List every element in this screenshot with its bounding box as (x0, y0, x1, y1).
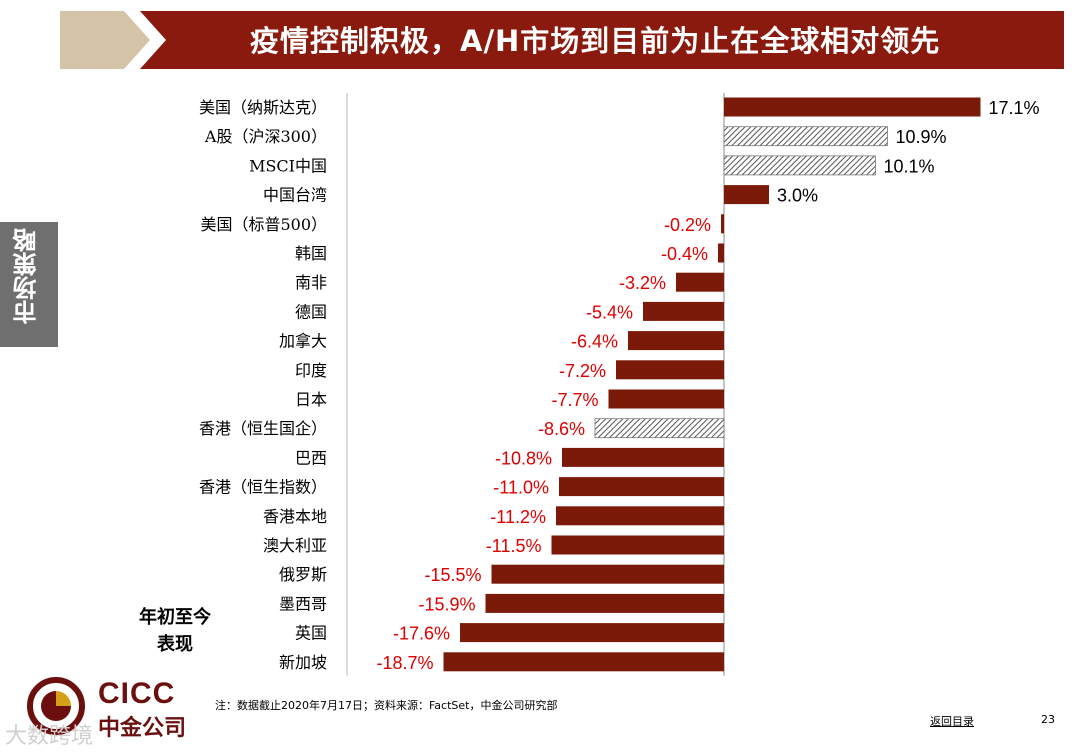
category-label: 中国台湾 (263, 186, 327, 205)
data-label: -3.2% (619, 273, 666, 293)
bar (460, 623, 724, 643)
data-label: -15.9% (418, 594, 475, 614)
chevron-decor-icon (60, 11, 150, 69)
data-label: -11.5% (486, 536, 542, 556)
cicc-logo-icon (27, 677, 85, 735)
bar (562, 447, 724, 467)
bar (608, 389, 724, 409)
bar (559, 477, 724, 497)
data-label: 3.0% (777, 186, 818, 206)
category-label: A股（沪深300） (204, 127, 327, 146)
watermark: 大数跨境 (5, 724, 94, 749)
bar (556, 506, 724, 526)
bar (485, 593, 724, 613)
section-tab: 市场策略 (0, 222, 58, 347)
bar (491, 564, 724, 584)
ytd-performance-label: 年初至今 表现 (125, 604, 225, 658)
source-note: 注：数据截止2020年7月17日；资料来源：FactSet，中金公司研究部 (215, 699, 558, 712)
data-label: -0.4% (661, 244, 708, 264)
bar (718, 243, 724, 263)
bar (594, 418, 725, 439)
category-label: 俄罗斯 (279, 565, 327, 584)
data-label: 10.9% (896, 127, 947, 147)
data-label: -5.4% (586, 302, 633, 322)
category-label: 韩国 (295, 244, 327, 263)
bar-chart: 美国（纳斯达克） 17.1% A股（沪深300） 10.9% MSCI中国 10.1% 中国… (199, 93, 1040, 676)
bar (724, 97, 981, 117)
category-label: 美国（标普500） (200, 215, 327, 234)
bar (551, 535, 724, 555)
bar (643, 301, 724, 321)
back-to-contents-link[interactable]: 返回目录 (930, 715, 974, 728)
bar (724, 185, 769, 205)
page-title: 疫情控制积极，A/H市场到目前为止在全球相对领先 (250, 24, 941, 58)
category-label: 印度 (295, 361, 327, 380)
data-label: -7.7% (551, 390, 598, 410)
bar (676, 272, 724, 292)
data-label: -6.4% (571, 332, 618, 352)
logo-text-en: CICC (98, 677, 176, 710)
category-label: 香港（恒生国企） (199, 419, 327, 438)
data-label: -7.2% (559, 361, 606, 381)
category-label: 英国 (295, 624, 327, 643)
data-label: -15.5% (424, 565, 481, 585)
category-label: MSCI中国 (249, 156, 327, 175)
data-label: 17.1% (989, 98, 1040, 118)
ytd-label-text: 年初至今 表现 (139, 607, 211, 655)
category-label: 香港本地 (263, 507, 327, 526)
cicc-logo: CICC 中金公司 (20, 677, 200, 741)
title-banner: 疫情控制积极，A/H市场到目前为止在全球相对领先 (60, 11, 1064, 69)
bar (443, 652, 724, 672)
category-label: 巴西 (295, 448, 327, 467)
bar (628, 331, 724, 351)
data-label: -18.7% (376, 653, 433, 673)
logo-text-cn: 中金公司 (98, 716, 187, 741)
banner-bg (140, 11, 1064, 69)
bar (616, 360, 724, 380)
data-label: -11.0% (493, 478, 549, 498)
data-label: 10.1% (884, 156, 935, 176)
page-number: 23 (1041, 713, 1055, 726)
data-label: -17.6% (393, 624, 450, 644)
data-label: -0.2% (664, 215, 711, 235)
category-label: 美国（纳斯达克） (199, 98, 327, 117)
category-label: 香港（恒生指数） (199, 478, 327, 497)
category-label: 加拿大 (279, 332, 327, 351)
bar (721, 214, 724, 234)
title-banner-shape (60, 11, 1064, 69)
category-label: 新加坡 (279, 653, 327, 672)
data-label: -8.6% (538, 419, 585, 439)
category-label: 南非 (295, 273, 327, 292)
bar (723, 155, 876, 176)
bar (723, 126, 888, 147)
category-label: 澳大利亚 (263, 536, 327, 555)
category-label: 德国 (295, 302, 327, 321)
data-label: -11.2% (490, 507, 546, 527)
category-label: 墨西哥 (279, 594, 327, 613)
category-label: 日本 (295, 390, 327, 409)
data-label: -10.8% (495, 448, 552, 468)
